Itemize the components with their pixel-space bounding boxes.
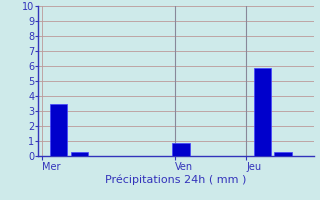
Bar (70, 152, 88, 156)
Bar (172, 143, 190, 156)
X-axis label: Précipitations 24h ( mm ): Précipitations 24h ( mm ) (105, 174, 247, 185)
Bar (274, 152, 292, 156)
Bar (50, 104, 68, 156)
Bar (254, 68, 271, 156)
